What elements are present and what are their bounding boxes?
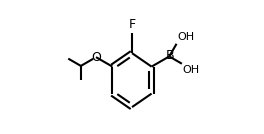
Text: B: B [166, 49, 174, 62]
Text: OH: OH [177, 32, 194, 42]
Text: O: O [91, 51, 101, 64]
Text: OH: OH [183, 65, 200, 75]
Text: F: F [129, 18, 135, 31]
